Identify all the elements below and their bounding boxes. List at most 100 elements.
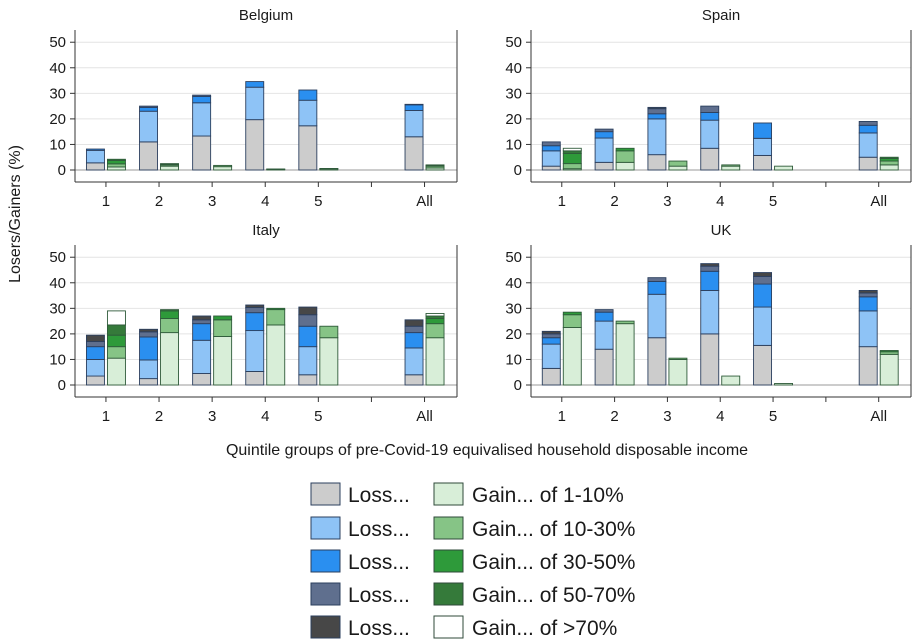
loss-bar-segment: [245, 312, 265, 332]
loss-bar-segment: [594, 137, 614, 163]
loss-bar-segment: [541, 343, 561, 369]
loss-bar-segment: [298, 89, 318, 101]
loss-bar-segment: [700, 270, 720, 291]
x-tick-label: 5: [769, 408, 777, 425]
gain-bar-segment: [319, 168, 339, 170]
gain-bar-segment: [213, 335, 233, 386]
x-tick-label: 2: [155, 193, 163, 210]
y-axis-label: Losers/Gainers (%): [7, 145, 24, 283]
gain-bar-segment: [562, 314, 582, 328]
y-tick-label: 20: [505, 326, 522, 343]
loss-bar-segment: [594, 131, 614, 139]
x-tick-label: 4: [716, 193, 724, 210]
gain-bar-segment: [106, 166, 126, 171]
gain-bar-segment: [425, 164, 445, 166]
loss-bar-segment: [858, 156, 878, 171]
gain-bar-segment: [213, 164, 233, 168]
gain-bar-segment: [879, 353, 899, 386]
panel-belgium: Belgium 0 10 20 30 40 50 1 2 3 4 5 All: [49, 7, 458, 210]
y-tick-label: 40: [505, 275, 522, 292]
loss-bar-segment: [85, 162, 105, 171]
legend-swatch-loss: [310, 549, 341, 573]
gain-bar-segment: [266, 168, 286, 170]
loss-bar-segment: [404, 374, 424, 386]
y-tick-label: 50: [505, 34, 522, 51]
gain-bar-segment: [425, 312, 445, 317]
loss-bar-segment: [404, 332, 424, 349]
loss-bar-segment: [245, 371, 265, 386]
loss-bar-segment: [192, 102, 212, 137]
gain-bar-segment: [160, 318, 179, 334]
loss-bar-segment: [404, 104, 424, 111]
loss-bar-segment: [858, 132, 878, 158]
legend-label-gain: Gain... of >70%: [472, 617, 617, 639]
gain-bar-segment: [668, 357, 688, 360]
y-tick-label: 20: [505, 111, 522, 128]
gain-bar-segment: [562, 163, 582, 170]
loss-bar-segment: [647, 108, 667, 115]
loss-bar-segment: [858, 296, 878, 312]
legend-label-gain: Gain... of 10-30%: [472, 518, 635, 541]
gain-bar-segment: [106, 357, 126, 386]
gain-bar-segment: [106, 160, 126, 165]
loss-bar-segment: [404, 347, 424, 376]
gain-bar-segment: [106, 346, 126, 359]
loss-bar-segment: [139, 105, 158, 108]
gain-bar-segment: [879, 156, 899, 159]
x-tick-label: 2: [155, 408, 163, 425]
gain-bar-segment: [562, 311, 582, 316]
panel-title: Italy: [252, 222, 280, 239]
gain-bar-segment: [319, 337, 339, 386]
gain-bar-segment: [615, 323, 635, 386]
y-tick-label: 10: [49, 136, 66, 153]
legend-label-loss: Loss...: [348, 484, 410, 507]
loss-bar-segment: [192, 94, 212, 97]
x-tick-label: 1: [102, 193, 110, 210]
y-tick-label: 0: [58, 377, 66, 394]
loss-bar-segment: [404, 325, 424, 334]
loss-bar-segment: [753, 306, 773, 346]
gain-bar-segment: [668, 160, 688, 167]
gain-bar-segment: [615, 147, 635, 152]
gain-bar-segment: [106, 334, 126, 348]
loss-bar-segment: [647, 154, 667, 171]
y-tick-label: 30: [505, 85, 522, 102]
loss-bar-segment: [541, 145, 561, 152]
x-tick-label: All: [870, 193, 887, 210]
loss-bar-segment: [700, 289, 720, 335]
gain-bar-segment: [879, 160, 899, 166]
loss-bar-segment: [139, 378, 158, 386]
gain-bar-segment: [319, 325, 339, 339]
loss-bar-segment: [245, 119, 265, 171]
y-tick-label: 0: [58, 162, 66, 179]
loss-bar-segment: [139, 336, 158, 361]
loss-bar-segment: [541, 337, 561, 345]
gain-bar-segment: [879, 164, 899, 171]
loss-bar-segment: [858, 120, 878, 126]
y-tick-label: 30: [49, 300, 66, 317]
panel-title: Belgium: [239, 7, 293, 24]
x-tick-label: All: [870, 408, 887, 425]
loss-bar-segment: [594, 309, 614, 313]
loss-bar-segment: [700, 147, 720, 171]
loss-bar-segment: [192, 373, 212, 386]
panel-title: Spain: [702, 7, 740, 24]
y-tick-label: 40: [505, 60, 522, 77]
gain-bar-segment: [425, 323, 445, 339]
loss-bar-segment: [298, 125, 318, 171]
x-tick-label: 3: [208, 193, 216, 210]
gain-bar-segment: [721, 165, 741, 171]
loss-bar-segment: [753, 283, 773, 308]
loss-bar-segment: [647, 281, 667, 295]
gain-bar-segment: [562, 147, 582, 152]
legend-swatch-gain: [433, 615, 464, 639]
gain-bar-segment: [160, 332, 179, 386]
loss-bar-segment: [85, 358, 105, 377]
gain-bar-segment: [106, 163, 126, 168]
gain-bar-segment: [721, 164, 741, 167]
loss-bar-segment: [139, 141, 158, 171]
x-tick-label: 5: [314, 408, 322, 425]
loss-bar-segment: [700, 105, 720, 113]
